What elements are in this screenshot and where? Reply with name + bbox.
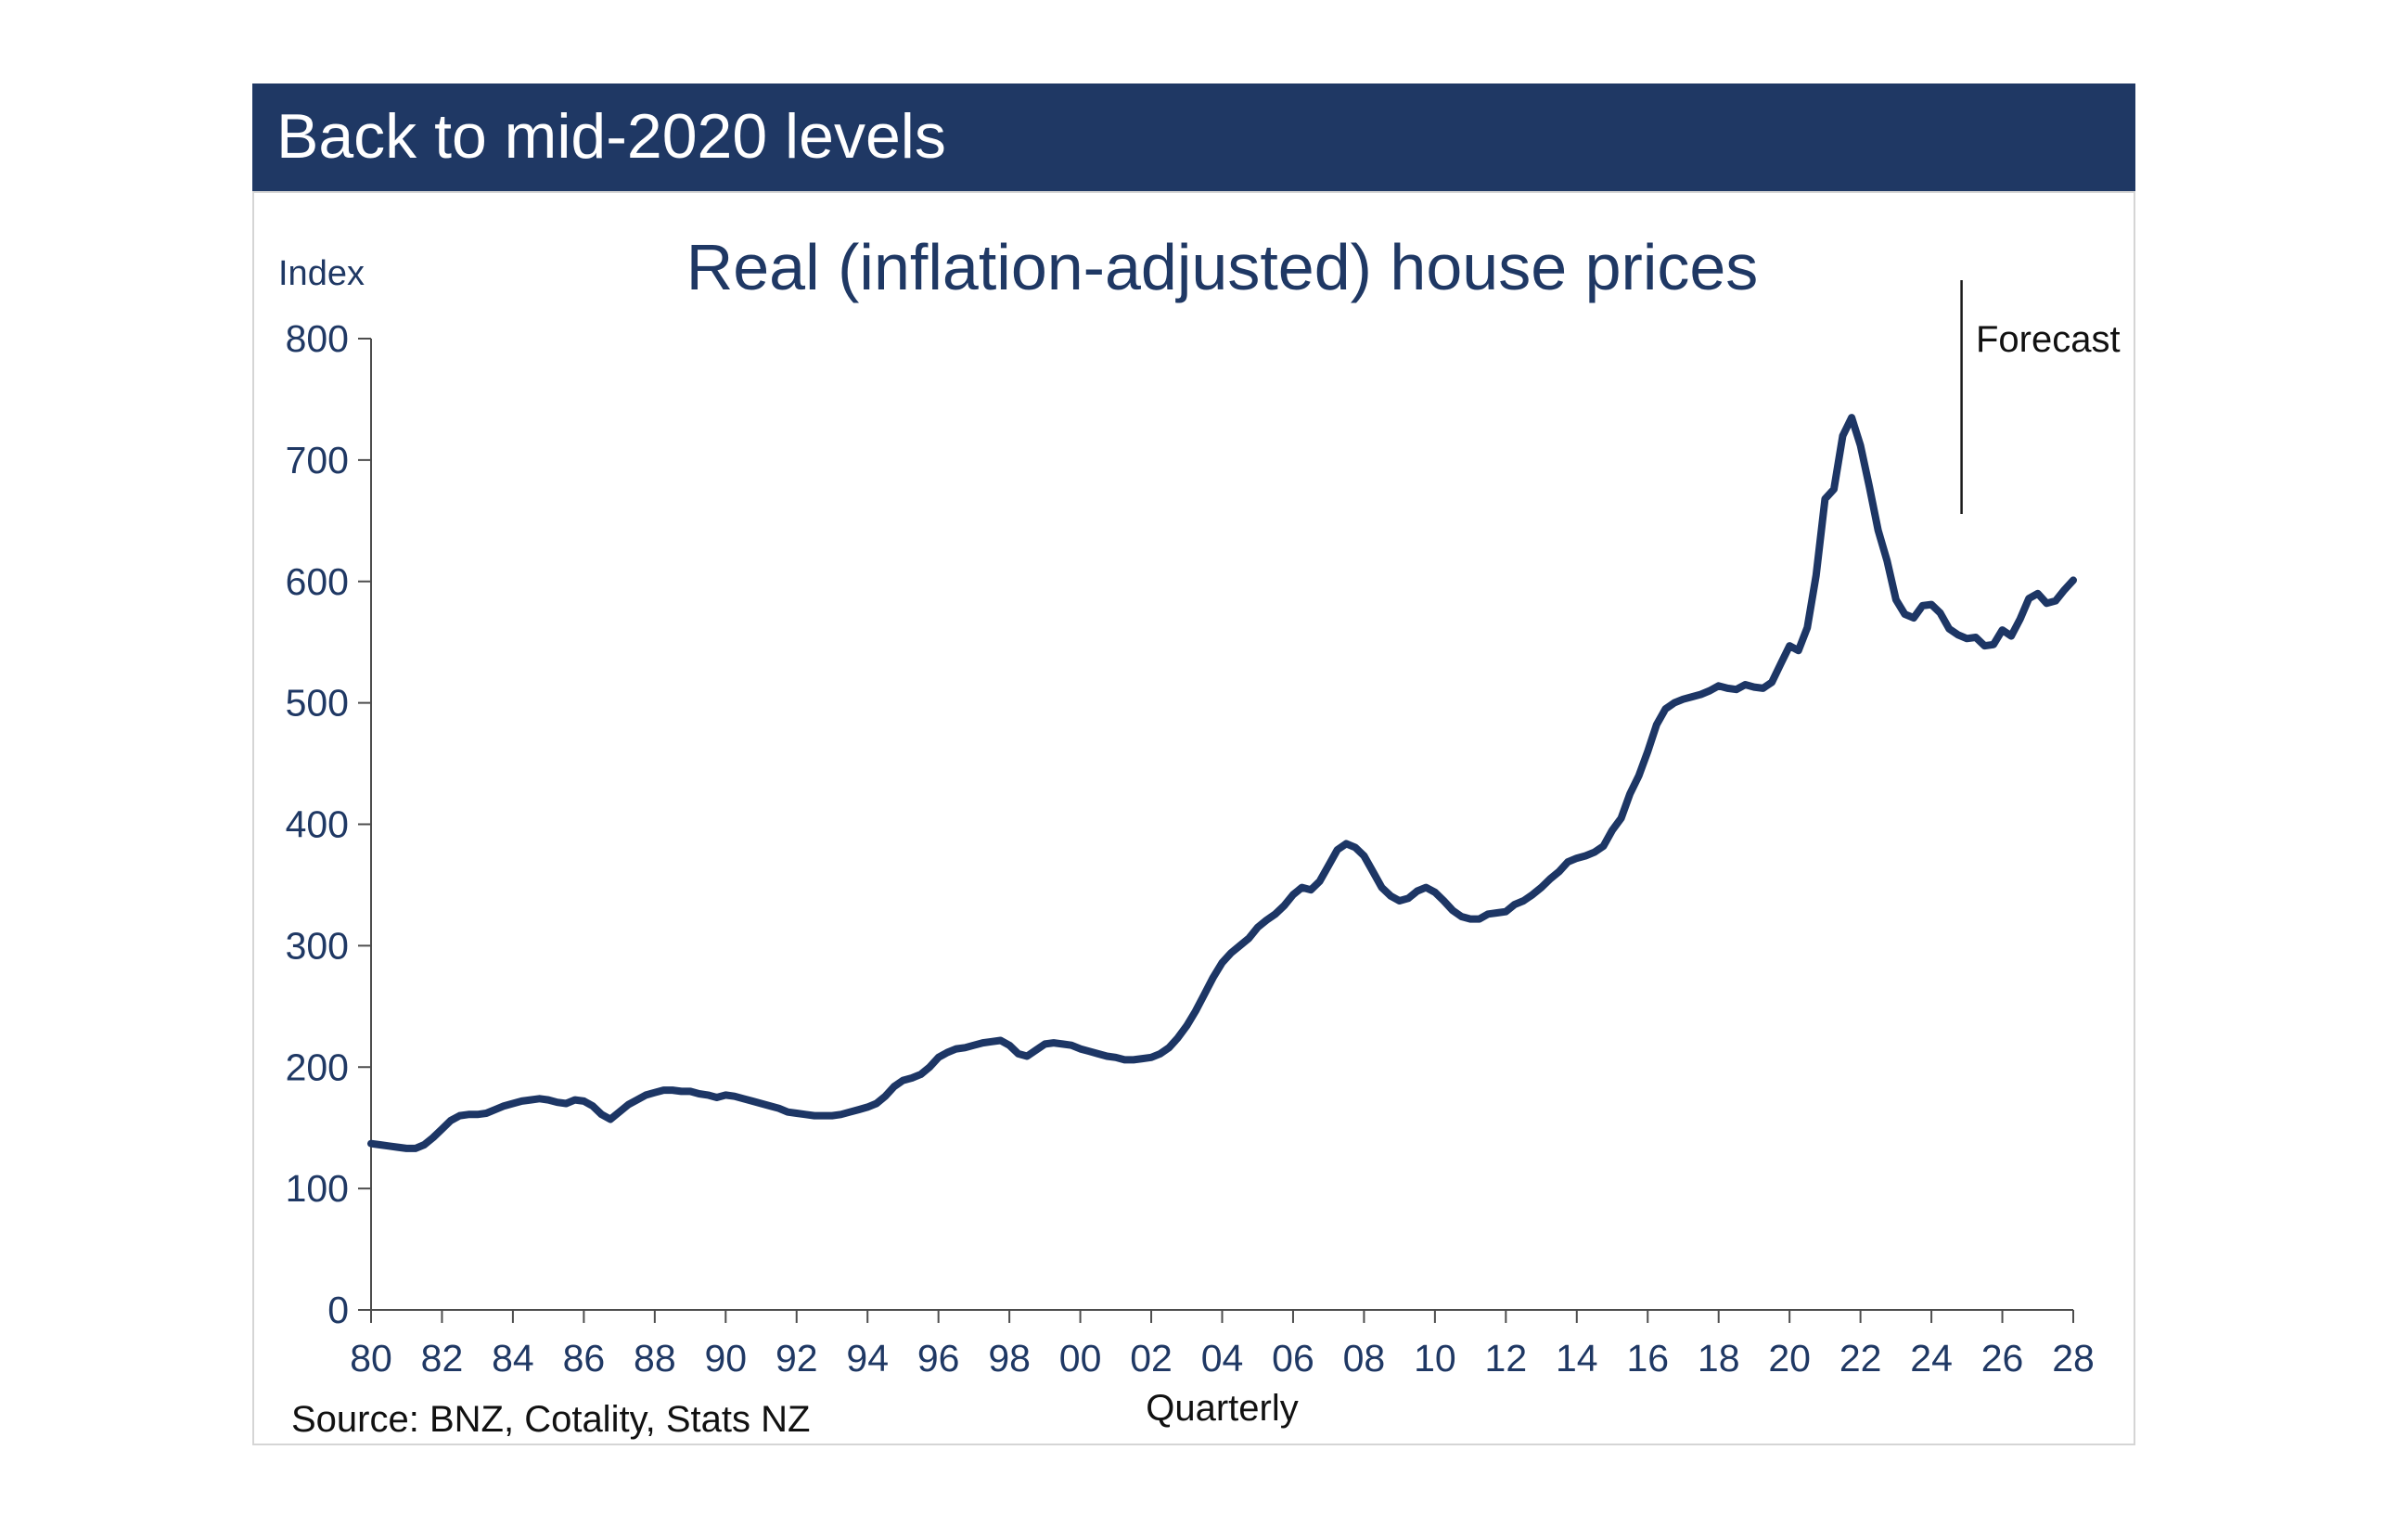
x-tick-label: 94 [846,1337,889,1380]
x-tick-label: 28 [2052,1337,2095,1380]
chart-card: 0 100 200 300 400 500 600 700 800 80 82 84 86 88 90 92 9… [252,191,2135,1445]
y-tick-label: 700 [286,439,349,481]
x-tick-label: 22 [1839,1337,1882,1380]
x-tick-label: 10 [1414,1337,1456,1380]
x-tick-label: 82 [421,1337,464,1380]
slide-header-bar: Back to mid-2020 levels [252,83,2135,191]
x-tick-label: 98 [988,1337,1031,1380]
y-tick-label: 500 [286,682,349,725]
x-tick-label: 08 [1343,1337,1386,1380]
x-tick-label: 88 [634,1337,676,1380]
x-tick-label: 96 [917,1337,960,1380]
x-tick-label: 20 [1768,1337,1811,1380]
house-price-line [367,414,2077,1152]
x-tick-label: 26 [1981,1337,2024,1380]
x-tick-label: 18 [1698,1337,1740,1380]
forecast-annotation: Forecast [1976,319,2121,360]
slide-title: Back to mid-2020 levels [276,101,946,172]
x-tick-label: 14 [1556,1337,1598,1380]
x-tick-label: 04 [1201,1337,1244,1380]
x-tick-label: 80 [350,1337,392,1380]
x-tick-label: 24 [1910,1337,1953,1380]
x-tick-label: 12 [1485,1337,1528,1380]
x-tick-label: 02 [1130,1337,1173,1380]
x-axis-title: Quarterly [1146,1388,1299,1429]
y-tick-label: 400 [286,803,349,846]
source-note: Source: BNZ, Cotality, Stats NZ [291,1399,811,1440]
y-tick-label: 800 [286,317,349,360]
x-tick-label: 84 [492,1337,534,1380]
x-tick-label: 90 [704,1337,747,1380]
chart-title: Real (inflation-adjusted) house prices [686,231,1759,303]
y-tick-label: 300 [286,924,349,967]
y-tick-label: 100 [286,1167,349,1210]
y-tick-label: 0 [327,1289,349,1331]
x-tick-label: 06 [1272,1337,1314,1380]
x-tick-label: 00 [1059,1337,1102,1380]
x-tick-label: 92 [776,1337,818,1380]
x-tick-label: 16 [1626,1337,1669,1380]
y-tick-label: 200 [286,1046,349,1088]
y-axis-title: Index [278,254,365,293]
y-tick-label: 600 [286,560,349,603]
x-tick-label: 86 [563,1337,606,1380]
